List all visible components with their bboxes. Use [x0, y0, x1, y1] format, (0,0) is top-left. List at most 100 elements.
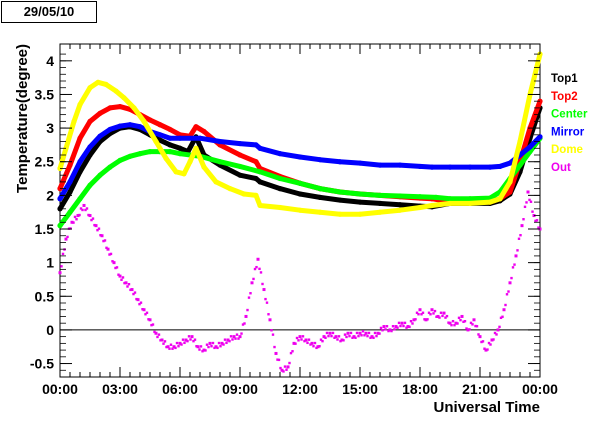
data-point-out: [346, 331, 350, 335]
data-point-center: [397, 193, 403, 199]
data-point-out-fill: [483, 347, 486, 350]
data-point-dome: [417, 204, 423, 211]
data-point-out: [442, 311, 446, 315]
y-tick-label: 3: [46, 120, 54, 136]
data-point-top1: [167, 142, 173, 148]
data-point-out-fill: [462, 320, 465, 324]
data-point-out-fill: [355, 331, 359, 335]
x-tick-label: 15:00: [342, 381, 378, 397]
series-layer: [57, 51, 543, 373]
data-point-out-fill: [183, 341, 186, 345]
data-point-out-fill: [114, 266, 117, 270]
legend-entry-center: Center: [551, 109, 588, 121]
data-point-dome: [377, 209, 383, 215]
data-point-out-fill: [405, 326, 408, 329]
data-point-out-fill: [121, 276, 125, 279]
data-point-top2: [147, 117, 153, 123]
data-point-out-fill: [84, 208, 87, 212]
data-point-out-fill: [291, 350, 294, 353]
data-point-out-fill: [381, 329, 384, 332]
data-point-out: [256, 257, 260, 261]
data-point-out-fill: [385, 325, 389, 328]
data-point-out-fill: [421, 311, 425, 314]
y-tick-label: 4: [46, 53, 54, 69]
data-point-center: [417, 194, 423, 200]
data-point-top2: [253, 159, 259, 165]
data-point-center: [517, 162, 523, 168]
data-point-dome: [201, 164, 207, 170]
data-point-out: [142, 308, 146, 312]
data-point-out-fill: [81, 208, 84, 212]
data-point-dome: [517, 138, 523, 145]
data-point-out-fill: [117, 273, 120, 276]
data-point-out-fill: [384, 328, 387, 331]
data-point-out-fill: [522, 218, 525, 221]
data-point-out-fill: [187, 335, 191, 338]
data-point-out-fill: [480, 340, 483, 344]
data-point-out: [268, 318, 272, 322]
data-point-out-fill: [79, 207, 83, 210]
data-point-out: [196, 345, 200, 349]
data-point-out: [64, 237, 68, 241]
data-point-out-fill: [379, 326, 383, 330]
data-point-out-fill: [432, 312, 435, 315]
data-point-out-fill: [475, 325, 479, 328]
data-point-mirror: [167, 135, 173, 141]
data-point-out-fill: [489, 343, 492, 346]
x-axis-title: Universal Time: [434, 399, 540, 416]
data-point-top1: [277, 186, 283, 192]
data-point-out-fill: [453, 323, 456, 327]
data-point-out: [118, 274, 122, 278]
data-point-out-fill: [343, 333, 347, 336]
data-point-out-fill: [336, 338, 339, 341]
data-point-mirror: [467, 164, 473, 170]
data-point-out: [340, 338, 344, 342]
data-point-dome: [357, 211, 363, 217]
data-point-out-fill: [91, 217, 95, 220]
legend-entry-top1: Top1: [551, 73, 578, 85]
series-out: [58, 190, 542, 373]
data-point-out-fill: [139, 301, 143, 304]
data-point-out-fill: [481, 340, 485, 343]
data-point-out-fill: [151, 323, 155, 326]
data-point-out-fill: [511, 266, 515, 269]
data-point-out-fill: [391, 325, 395, 328]
data-point-out-fill: [444, 316, 447, 319]
data-point-out-fill: [319, 338, 323, 341]
data-point-out: [184, 338, 188, 342]
data-point-out-fill: [361, 330, 365, 333]
data-point-mirror: [257, 145, 263, 151]
data-point-out-fill: [73, 215, 77, 219]
data-point-center: [117, 157, 123, 163]
data-point-out-fill: [451, 319, 455, 323]
data-point-out-fill: [301, 335, 305, 338]
data-point-out-fill: [312, 345, 315, 348]
data-point-out: [454, 321, 458, 325]
data-point-out-fill: [399, 324, 402, 328]
data-point-out: [310, 341, 314, 345]
data-point-dome: [103, 81, 109, 87]
data-point-out-fill: [249, 292, 252, 295]
data-point-out-fill: [273, 345, 276, 349]
data-point-out-fill: [135, 297, 138, 301]
data-point-mirror: [117, 123, 123, 129]
data-point-out: [244, 314, 248, 318]
data-point-out-fill: [295, 336, 299, 340]
data-point-mirror: [497, 163, 503, 170]
data-point-dome: [429, 202, 435, 209]
data-point-out-fill: [309, 343, 312, 346]
data-point-out: [328, 331, 332, 335]
data-point-out-fill: [337, 335, 341, 338]
data-point-mirror: [337, 159, 343, 165]
data-point-dome: [277, 204, 283, 211]
data-point-out: [286, 365, 290, 369]
data-point-out-fill: [103, 239, 107, 242]
data-point-center: [433, 194, 439, 200]
data-point-out: [370, 335, 374, 339]
data-point-out: [448, 321, 452, 325]
data-point-top1: [177, 145, 183, 151]
data-point-center: [257, 169, 263, 175]
data-point-out-fill: [181, 338, 185, 341]
data-point-out: [130, 288, 134, 292]
data-point-out-fill: [162, 342, 165, 345]
